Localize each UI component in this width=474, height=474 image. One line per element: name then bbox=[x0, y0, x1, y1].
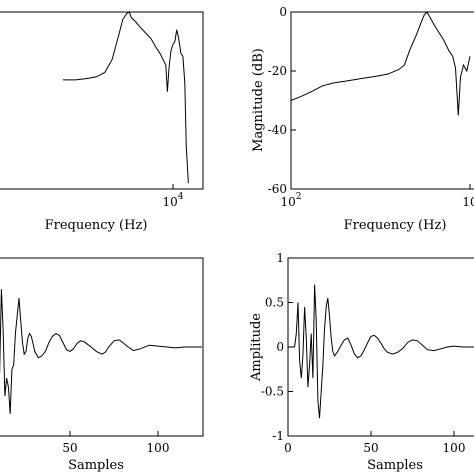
y-tick-label: -20 bbox=[268, 64, 287, 78]
y-tick-label: 0 bbox=[276, 340, 284, 354]
x-tick-label: 0 bbox=[284, 441, 292, 455]
x-tick-label: 104 bbox=[162, 192, 183, 209]
plot-area-top-right bbox=[290, 11, 474, 190]
panel-top-right: 102 10 0-20-40-60 Frequency (Hz) Magnitud… bbox=[251, 5, 474, 233]
y-tick-label: -1 bbox=[272, 429, 284, 443]
x-ticks-top-left: 104 bbox=[162, 184, 184, 209]
series-line-top-right bbox=[291, 12, 471, 116]
panel-top-left: 104 Frequency (Hz) bbox=[0, 11, 204, 233]
x-ticks-bottom-left: 50 100 bbox=[62, 431, 169, 455]
x-tick-label: 100 bbox=[443, 441, 466, 455]
x-ticks-top-right: 102 10 bbox=[280, 184, 474, 209]
x-axis-label-top-left: Frequency (Hz) bbox=[45, 218, 148, 233]
y-tick-label: 0.5 bbox=[265, 296, 284, 310]
y-tick-label: 1 bbox=[276, 251, 284, 265]
y-axis-label-top-right: Magnitude (dB) bbox=[251, 48, 266, 152]
y-ticks-bottom-right: 1 0.5 0 -0.5 -1 bbox=[261, 251, 293, 443]
series-line-bottom-left bbox=[0, 289, 202, 414]
plot-area-bottom-left bbox=[0, 257, 204, 437]
x-ticks-bottom-right: 0 50 100 bbox=[284, 431, 465, 455]
x-tick-label: 10 bbox=[462, 195, 474, 209]
x-axis-label-bottom-left: Samples bbox=[68, 458, 124, 473]
panel-bottom-left: 50 100 Samples bbox=[0, 257, 204, 473]
panel-bottom-right: 0 50 100 1 0.5 0 -0.5 -1 Samples Amplitude bbox=[249, 251, 474, 473]
plot-area-top-left bbox=[0, 11, 204, 190]
series-line-top-left bbox=[63, 12, 189, 184]
x-tick-exponent: 2 bbox=[296, 192, 302, 202]
y-tick-label: 0 bbox=[279, 5, 287, 19]
y-tick-label: -0.5 bbox=[261, 385, 284, 399]
series-line-bottom-right bbox=[288, 284, 474, 419]
x-tick-label: 50 bbox=[62, 441, 77, 455]
y-tick-label: -40 bbox=[268, 123, 287, 137]
y-axis-label-bottom-right: Amplitude bbox=[249, 313, 264, 382]
x-tick-label: 50 bbox=[363, 441, 378, 455]
x-axis-label-top-right: Frequency (Hz) bbox=[344, 218, 447, 233]
x-axis-label-bottom-right: Samples bbox=[367, 458, 423, 473]
x-tick-exponent: 4 bbox=[178, 192, 184, 202]
x-tick-label: 100 bbox=[147, 441, 170, 455]
y-ticks-top-right: 0 -20 -40 -60 bbox=[268, 5, 296, 196]
y-tick-label: -60 bbox=[268, 182, 287, 196]
